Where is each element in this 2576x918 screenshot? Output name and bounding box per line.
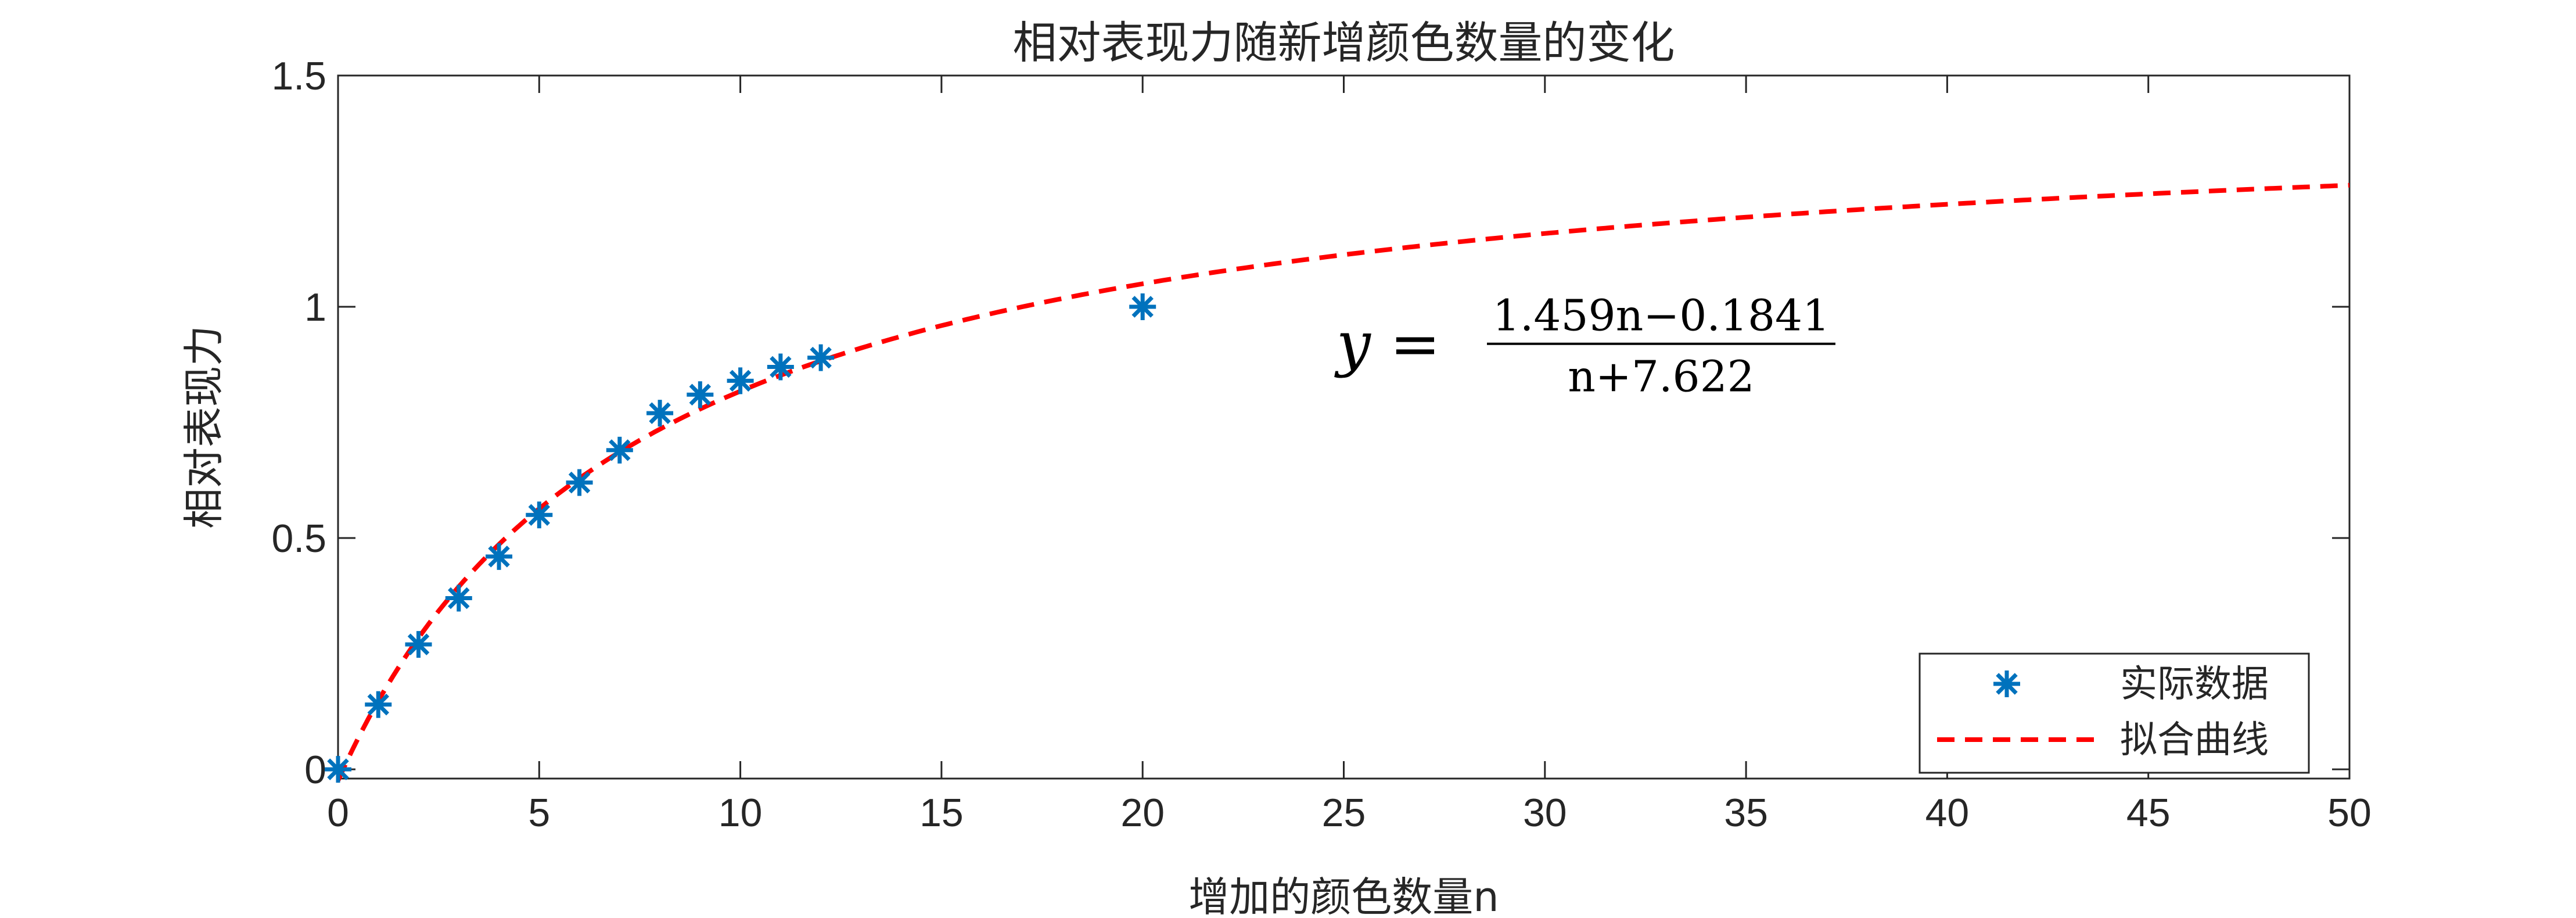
x-axis-ticks: 0 5 10 15 20 25 30 35 40 45 50 — [327, 76, 2372, 835]
x-tick-label: 35 — [1724, 791, 1768, 835]
x-tick-label: 25 — [1322, 791, 1366, 835]
data-point — [606, 436, 633, 464]
x-tick-label: 50 — [2327, 791, 2372, 835]
y-axis-label: 相对表现力 — [180, 325, 228, 529]
x-tick-label: 40 — [1925, 791, 1970, 835]
chart-title: 相对表现力随新增颜色数量的变化 — [1013, 17, 1675, 69]
formula-denominator: n+7.622 — [1568, 352, 1755, 402]
data-point — [405, 631, 432, 658]
data-point — [486, 543, 513, 570]
data-point — [727, 367, 754, 395]
x-tick-label: 5 — [528, 791, 550, 835]
x-tick-label: 15 — [919, 791, 964, 835]
data-point — [767, 353, 794, 381]
y-axis-ticks: 0 0.5 1 1.5 — [271, 54, 2349, 792]
x-tick-label: 30 — [1523, 791, 1567, 835]
legend-marker-actual-data — [1993, 670, 2020, 697]
data-point — [1129, 293, 1156, 321]
series-layer — [325, 182, 2350, 783]
formula-numerator: 1.459n−0.1841 — [1493, 291, 1830, 341]
legend-label-fit-curve: 拟合曲线 — [2120, 719, 2269, 762]
legend-box — [1918, 652, 2310, 774]
data-point — [365, 691, 392, 718]
data-point — [807, 344, 835, 371]
y-tick-label: 1 — [304, 285, 326, 329]
data-point — [526, 501, 553, 529]
formula-lhs: y = — [1334, 309, 1440, 379]
data-point — [325, 756, 351, 783]
y-tick-label: 1.5 — [271, 54, 326, 98]
data-point — [646, 400, 674, 427]
x-tick-label: 20 — [1120, 791, 1165, 835]
legend-label-actual-data: 实际数据 — [2120, 663, 2269, 706]
formula-annotation: y = 1.459n−0.1841 n+7.622 — [1334, 291, 1835, 402]
data-point — [445, 584, 472, 612]
legend-asterisk — [1993, 670, 2020, 697]
fit-curve-line — [336, 182, 2350, 781]
x-tick-label: 0 — [327, 791, 349, 835]
legend: 实际数据 拟合曲线 — [1918, 652, 2310, 774]
data-point — [566, 469, 593, 496]
x-tick-label: 10 — [718, 791, 763, 835]
data-point — [687, 381, 714, 408]
y-tick-label: 0 — [304, 748, 326, 792]
x-tick-label: 45 — [2126, 791, 2171, 835]
y-tick-label: 0.5 — [271, 517, 326, 561]
x-axis-label: 增加的颜色数量n — [1188, 873, 1499, 918]
